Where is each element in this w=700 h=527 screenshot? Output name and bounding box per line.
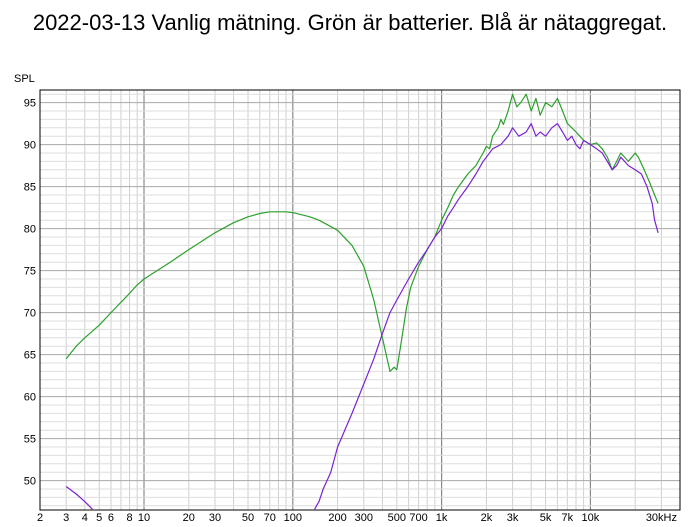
x-tick-label: 700 bbox=[409, 512, 427, 524]
x-tick-label: 1k bbox=[436, 512, 448, 524]
chart-title: 2022-03-13 Vanlig mätning. Grön är batte… bbox=[32, 10, 668, 35]
x-tick-labels: 2 3 4 5 6 8 10 20 30 50 70 100 200 300 500 700 1k 2k 3k 5k 7… bbox=[37, 512, 677, 524]
y-tick-label: 90 bbox=[24, 140, 36, 152]
x-tick-label: 10 bbox=[138, 512, 150, 524]
y-tick-label: 60 bbox=[24, 392, 36, 404]
x-tick-label: 3 bbox=[63, 512, 69, 524]
grid-layer bbox=[39, 90, 681, 510]
y-tick-label: 80 bbox=[24, 224, 36, 236]
y-tick-label: 65 bbox=[24, 350, 36, 362]
x-tick-label: 10k bbox=[582, 512, 600, 524]
x-tick-label: 50 bbox=[242, 512, 254, 524]
series-layer bbox=[65, 93, 659, 510]
x-tick-label: 70 bbox=[264, 512, 276, 524]
series-2-line-segment-1 bbox=[65, 486, 93, 510]
x-tick-label: 30 bbox=[209, 512, 221, 524]
x-tick-label: 3k bbox=[507, 512, 519, 524]
series-2-line-segment-2 bbox=[314, 123, 659, 510]
x-tick-label: 5 bbox=[96, 512, 102, 524]
x-tick-label: 7k bbox=[562, 512, 574, 524]
y-axis-label: SPL bbox=[14, 73, 35, 85]
y-tick-label: 95 bbox=[24, 98, 36, 110]
x-tick-label: 2k bbox=[481, 512, 493, 524]
x-tick-label: 2 bbox=[37, 512, 43, 524]
x-tick-label: 6 bbox=[108, 512, 114, 524]
x-tick-label: 500 bbox=[388, 512, 406, 524]
x-tick-label: 4 bbox=[82, 512, 88, 524]
x-tick-label: 100 bbox=[284, 512, 302, 524]
x-tick-label: 8 bbox=[127, 512, 133, 524]
y-tick-label: 70 bbox=[24, 308, 36, 320]
x-tick-label: 5k bbox=[540, 512, 552, 524]
x-tick-label: 300 bbox=[355, 512, 373, 524]
y-tick-labels: 50 55 60 65 70 75 80 85 90 95 bbox=[24, 98, 36, 488]
y-tick-label: 75 bbox=[24, 266, 36, 278]
x-tick-label: 20 bbox=[183, 512, 195, 524]
y-tick-label: 85 bbox=[24, 182, 36, 194]
x-tick-label: 200 bbox=[328, 512, 346, 524]
y-tick-label: 55 bbox=[24, 434, 36, 446]
plot-frame bbox=[39, 89, 681, 511]
x-tick-label: 30kHz bbox=[646, 512, 677, 524]
y-tick-label: 50 bbox=[24, 476, 36, 488]
